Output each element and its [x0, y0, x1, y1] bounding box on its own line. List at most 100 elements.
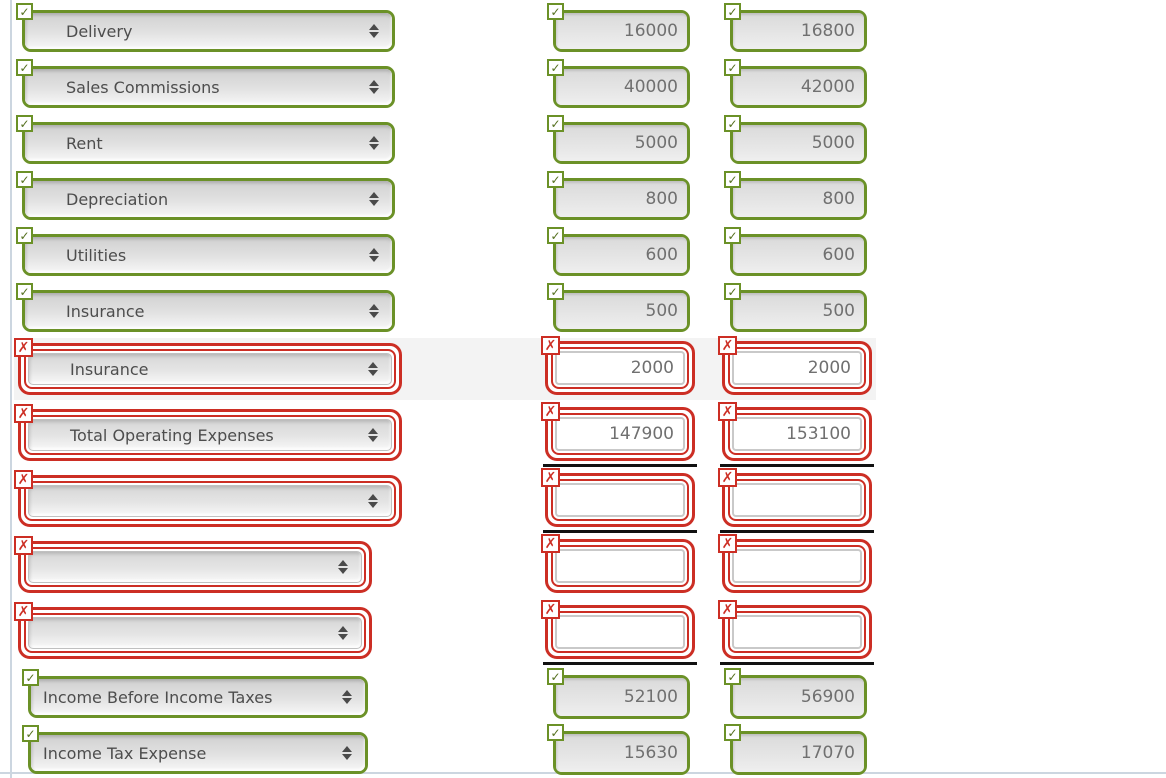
amount-input-col1: ✓ — [547, 115, 690, 164]
account-select[interactable]: ✓ Rent — [16, 115, 395, 164]
amount-input-col1: ✓ — [547, 3, 690, 52]
check-icon: ✓ — [724, 724, 741, 741]
account-select[interactable]: ✓ Utilities — [16, 227, 395, 276]
amount-input-col2: ✗ — [718, 402, 872, 461]
amount-field-col2[interactable] — [733, 13, 864, 49]
statement-row: ✓ Rent ✓ ✓ — [0, 112, 1166, 168]
x-icon: ✗ — [541, 336, 560, 355]
amount-field-col1[interactable] — [556, 181, 687, 217]
x-icon: ✗ — [718, 336, 737, 355]
account-select[interactable]: ✓ Delivery — [16, 3, 395, 52]
account-select-label: Income Tax Expense — [43, 743, 207, 763]
amount-input-col1: ✗ — [541, 402, 695, 461]
amount-field-col1[interactable] — [556, 125, 687, 161]
account-select[interactable]: ✓ Sales Commissions — [16, 59, 395, 108]
statement-row: ✗ Insurance ✗ ✗ — [0, 336, 1166, 402]
amount-field-col2[interactable] — [733, 125, 864, 161]
amount-field-col1[interactable] — [555, 417, 685, 451]
x-icon: ✗ — [14, 470, 33, 489]
amount-field-col2[interactable] — [732, 549, 862, 583]
panel-border-left — [10, 0, 12, 778]
amount-field-col1[interactable] — [556, 69, 687, 105]
amount-field-col2[interactable] — [733, 678, 864, 716]
account-select[interactable]: ✓ Depreciation — [16, 171, 395, 220]
check-icon: ✓ — [724, 59, 741, 76]
x-icon: ✗ — [14, 536, 33, 555]
check-icon: ✓ — [547, 3, 564, 20]
amount-input-col1: ✗ — [541, 534, 695, 593]
select-updown-arrow-icon — [369, 136, 379, 150]
check-icon: ✓ — [547, 171, 564, 188]
amount-field-col2[interactable] — [732, 483, 862, 517]
account-select[interactable]: ✗ Insurance — [14, 338, 402, 395]
select-updown-arrow-icon — [342, 690, 352, 704]
amount-field-col1[interactable] — [556, 734, 687, 772]
check-icon: ✓ — [547, 59, 564, 76]
x-icon: ✗ — [718, 534, 737, 553]
check-icon: ✓ — [16, 283, 33, 300]
amount-input-col2: ✓ — [724, 59, 867, 108]
account-select[interactable]: ✗ — [14, 602, 372, 659]
select-updown-arrow-icon — [368, 362, 378, 376]
select-updown-arrow-icon — [369, 248, 379, 262]
check-icon: ✓ — [724, 171, 741, 188]
amount-input-col1: ✗ — [541, 336, 695, 395]
check-icon: ✓ — [724, 668, 741, 685]
statement-row: ✗ ✗ ✗ — [0, 534, 1166, 600]
amount-field-col2[interactable] — [733, 181, 864, 217]
amount-field-col1[interactable] — [555, 615, 685, 649]
amount-input-col2: ✓ — [724, 227, 867, 276]
amount-field-col2[interactable] — [732, 615, 862, 649]
account-select[interactable]: ✗ — [14, 536, 372, 593]
total-underline — [720, 464, 874, 467]
statement-row: ✗ ✗ ✗ — [0, 468, 1166, 534]
amount-input-col2: ✗ — [718, 468, 872, 527]
check-icon: ✓ — [16, 3, 33, 20]
amount-field-col1[interactable] — [555, 549, 685, 583]
account-select-label: Delivery — [66, 21, 133, 41]
account-select[interactable]: ✗ — [14, 470, 402, 527]
total-underline — [543, 464, 697, 467]
amount-field-col2[interactable] — [733, 69, 864, 105]
amount-field-col2[interactable] — [732, 417, 862, 451]
amount-field-col2[interactable] — [733, 237, 864, 273]
select-updown-arrow-icon — [368, 428, 378, 442]
check-icon: ✓ — [724, 227, 741, 244]
x-icon: ✗ — [718, 600, 737, 619]
select-updown-arrow-icon — [369, 304, 379, 318]
amount-field-col2[interactable] — [733, 293, 864, 329]
check-icon: ✓ — [724, 115, 741, 132]
check-icon: ✓ — [547, 724, 564, 741]
select-updown-arrow-icon — [369, 24, 379, 38]
amount-input-col2: ✓ — [724, 3, 867, 52]
amount-field-col2[interactable] — [732, 351, 862, 385]
amount-field-col1[interactable] — [556, 13, 687, 49]
amount-field-col1[interactable] — [555, 483, 685, 517]
amount-input-col2: ✓ — [724, 283, 867, 332]
amount-field-col1[interactable] — [556, 237, 687, 273]
account-select[interactable]: ✓ Income Tax Expense — [22, 725, 368, 774]
x-icon: ✗ — [718, 402, 737, 421]
check-icon: ✓ — [16, 227, 33, 244]
total-underline — [720, 530, 874, 533]
account-select[interactable]: ✗ Total Operating Expenses — [14, 404, 402, 461]
amount-field-col1[interactable] — [556, 293, 687, 329]
account-select[interactable]: ✓ Income Before Income Taxes — [22, 669, 368, 718]
account-select-label: Rent — [66, 133, 103, 153]
account-select-label: Insurance — [70, 359, 149, 379]
amount-field-col1[interactable] — [556, 678, 687, 716]
statement-row: ✓ Insurance ✓ ✓ — [0, 280, 1166, 336]
select-updown-arrow-icon — [338, 560, 348, 574]
amount-input-col1: ✓ — [547, 59, 690, 108]
x-icon: ✗ — [14, 602, 33, 621]
amount-field-col2[interactable] — [733, 734, 864, 772]
amount-input-col2: ✓ — [724, 171, 867, 220]
amount-input-col1: ✗ — [541, 600, 695, 659]
x-icon: ✗ — [14, 338, 33, 357]
amount-input-col1: ✓ — [547, 283, 690, 332]
account-select[interactable]: ✓ Insurance — [16, 283, 395, 332]
x-icon: ✗ — [541, 468, 560, 487]
amount-field-col1[interactable] — [555, 351, 685, 385]
amount-input-col1: ✗ — [541, 468, 695, 527]
